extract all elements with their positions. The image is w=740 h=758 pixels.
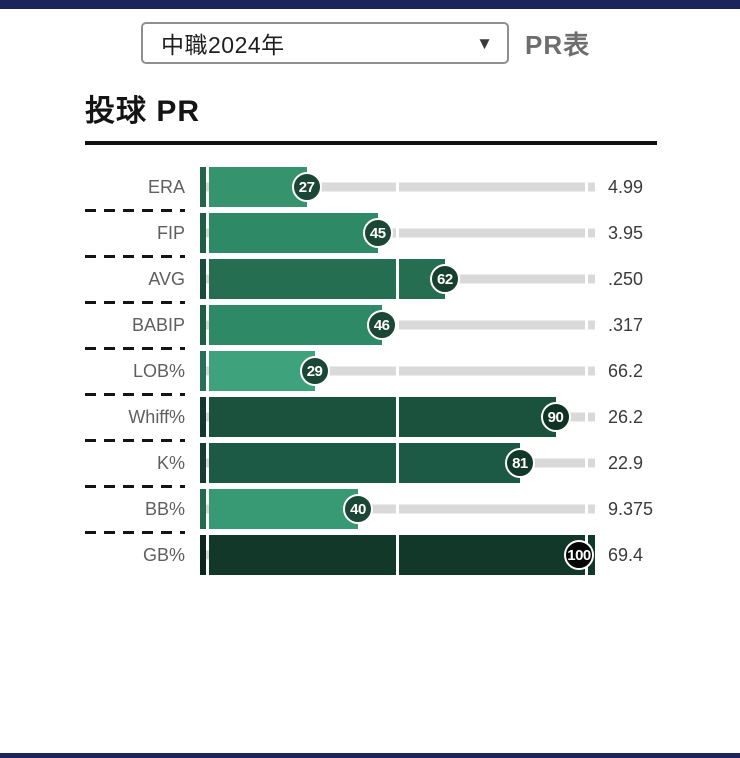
stat-value: 66.2 bbox=[608, 360, 644, 381]
season-select-row: 中職2024年 ▼ PR表 bbox=[141, 22, 590, 64]
bar-fill bbox=[209, 213, 378, 253]
gridline-50 bbox=[396, 305, 399, 345]
table-row: LOB% 29 66.2 bbox=[0, 348, 740, 394]
row-label: BABIP bbox=[131, 314, 185, 335]
bar-axis-cap bbox=[200, 535, 206, 575]
gridline-end-notch bbox=[585, 213, 588, 253]
bar-area: 90 bbox=[200, 397, 595, 437]
bar-area: 40 bbox=[200, 489, 595, 529]
season-dropdown[interactable]: 中職2024年 ▼ bbox=[141, 22, 509, 64]
gridline-50 bbox=[396, 443, 399, 483]
bar-fill bbox=[209, 489, 358, 529]
percentile-badge: 90 bbox=[540, 402, 571, 432]
row-label: GB% bbox=[142, 544, 185, 565]
row-separator bbox=[85, 530, 185, 534]
percentile-badge: 100 bbox=[564, 540, 594, 570]
gridline-50 bbox=[396, 213, 399, 253]
top-navy-bar bbox=[0, 0, 740, 9]
bar-fill bbox=[209, 397, 556, 437]
gridline-end-notch bbox=[585, 489, 588, 529]
bar-axis-cap bbox=[200, 167, 206, 207]
percentile-badge: 46 bbox=[366, 310, 397, 340]
row-label: K% bbox=[156, 452, 185, 473]
bar-area: 46 bbox=[200, 305, 595, 345]
gridline-end-notch bbox=[585, 443, 588, 483]
bar-fill bbox=[209, 351, 315, 391]
percentile-badge: 62 bbox=[429, 264, 460, 294]
bar-area: 100 bbox=[200, 535, 595, 575]
gridline-end-notch bbox=[585, 305, 588, 345]
table-row: BB% 40 9.375 bbox=[0, 486, 740, 532]
stat-value: 3.95 bbox=[608, 222, 644, 243]
pr-table-label: PR表 bbox=[525, 29, 591, 60]
bar-fill bbox=[209, 443, 520, 483]
gridline-50 bbox=[396, 351, 399, 391]
row-separator bbox=[85, 300, 185, 304]
bar-fill bbox=[209, 167, 307, 207]
bar-axis-cap bbox=[200, 259, 206, 299]
stat-value: 22.9 bbox=[608, 452, 644, 473]
row-label: BB% bbox=[144, 498, 185, 519]
gridline-50 bbox=[396, 535, 399, 575]
bar-area: 62 bbox=[200, 259, 595, 299]
stat-value: .250 bbox=[608, 268, 644, 289]
pr-rows: ERA 27 4.99 FIP 45 3.95 AVG 62 .250 BABIP 46 .317 LO… bbox=[0, 164, 740, 578]
row-separator bbox=[85, 346, 185, 350]
table-row: Whiff% 90 26.2 bbox=[0, 394, 740, 440]
table-row: ERA 27 4.99 bbox=[0, 164, 740, 210]
bar-area: 29 bbox=[200, 351, 595, 391]
gridline-end-notch bbox=[585, 259, 588, 299]
season-dropdown-value: 中職2024年 bbox=[161, 32, 285, 58]
table-row: AVG 62 .250 bbox=[0, 256, 740, 302]
bar-area: 27 bbox=[200, 167, 595, 207]
gridline-end-notch bbox=[585, 167, 588, 207]
bar-fill bbox=[209, 305, 382, 345]
bar-fill bbox=[209, 535, 595, 575]
row-separator bbox=[85, 392, 185, 396]
table-row: K% 81 22.9 bbox=[0, 440, 740, 486]
stat-value: 4.99 bbox=[608, 176, 644, 197]
percentile-badge: 27 bbox=[291, 172, 322, 202]
row-separator bbox=[85, 438, 185, 442]
row-label: ERA bbox=[147, 176, 185, 197]
percentile-badge: 81 bbox=[504, 448, 535, 478]
table-row: FIP 45 3.95 bbox=[0, 210, 740, 256]
bar-axis-cap bbox=[200, 443, 206, 483]
bar-axis-cap bbox=[200, 489, 206, 529]
row-label: LOB% bbox=[132, 360, 185, 381]
bottom-navy-bar bbox=[0, 753, 740, 758]
bar-axis-cap bbox=[200, 305, 206, 345]
gridline-50 bbox=[396, 167, 399, 207]
row-label: AVG bbox=[148, 268, 185, 289]
percentile-badge: 29 bbox=[299, 356, 330, 386]
gridline-50 bbox=[396, 259, 399, 299]
percentile-badge: 45 bbox=[362, 218, 393, 248]
gridline-50 bbox=[396, 397, 399, 437]
stat-value: .317 bbox=[608, 314, 644, 335]
title-rule bbox=[85, 141, 657, 145]
percentile-badge: 40 bbox=[343, 494, 373, 524]
bar-axis-cap bbox=[200, 351, 206, 391]
stat-value: 69.4 bbox=[608, 544, 644, 565]
page-title: 投球 PR bbox=[85, 95, 201, 128]
row-separator bbox=[85, 484, 185, 488]
table-row: BABIP 46 .317 bbox=[0, 302, 740, 348]
bar-area: 45 bbox=[200, 213, 595, 253]
row-separator bbox=[85, 208, 185, 212]
bar-axis-cap bbox=[200, 213, 206, 253]
row-label: FIP bbox=[156, 222, 185, 243]
bar-fill bbox=[209, 259, 445, 299]
gridline-50 bbox=[396, 489, 399, 529]
table-row: GB% 100 69.4 bbox=[0, 532, 740, 578]
bar-area: 81 bbox=[200, 443, 595, 483]
chevron-down-icon: ▼ bbox=[476, 34, 493, 54]
stat-value: 9.375 bbox=[608, 498, 654, 519]
stat-value: 26.2 bbox=[608, 406, 644, 427]
bar-axis-cap bbox=[200, 397, 206, 437]
gridline-end-notch bbox=[585, 351, 588, 391]
row-separator bbox=[85, 254, 185, 258]
gridline-end-notch bbox=[585, 397, 588, 437]
row-label: Whiff% bbox=[128, 406, 185, 427]
